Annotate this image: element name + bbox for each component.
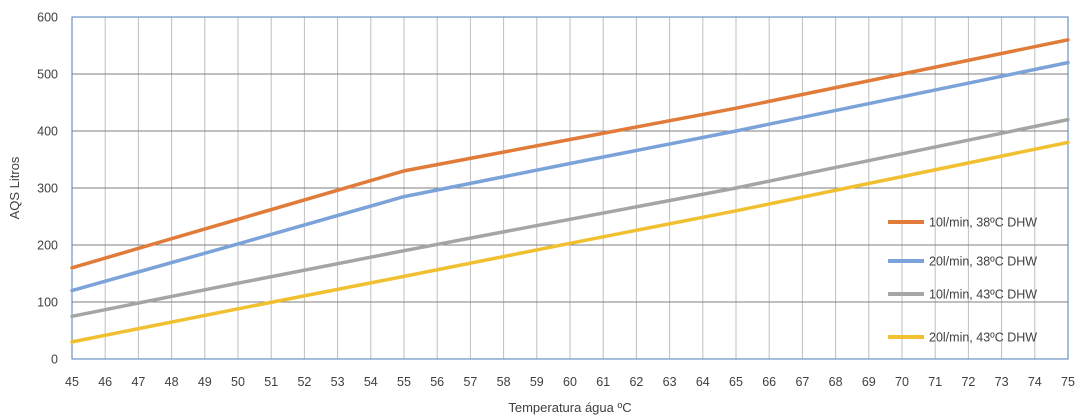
x-tick-label: 55	[397, 375, 411, 389]
x-tick-label: 63	[663, 375, 677, 389]
legend-label: 20l/min, 38ºC DHW	[929, 255, 1037, 269]
x-tick-label: 71	[928, 375, 942, 389]
x-tick-label: 53	[331, 375, 345, 389]
series-line-4	[70, 140, 1070, 344]
x-axis-title: Temperatura água ºC	[508, 400, 631, 415]
y-axis-title: AQS Litros	[7, 156, 22, 219]
x-axis-tick-labels: 45 46 47 48 49 50 51 52 53 54 55 56 57 58 59 60 61 62 63 64…	[65, 375, 1075, 389]
x-tick-label: 59	[530, 375, 544, 389]
x-tick-label: 60	[563, 375, 577, 389]
x-tick-label: 61	[596, 375, 610, 389]
x-tick-label: 50	[231, 375, 245, 389]
x-tick-label: 73	[995, 375, 1009, 389]
plot-border	[71, 16, 1069, 360]
x-tick-label: 45	[65, 375, 79, 389]
x-tick-label: 57	[463, 375, 477, 389]
x-tick-label: 46	[98, 375, 112, 389]
x-tick-label: 48	[165, 375, 179, 389]
x-tick-label: 47	[131, 375, 145, 389]
x-tick-label: 52	[297, 375, 311, 389]
x-tick-label: 62	[629, 375, 643, 389]
x-tick-label: 69	[862, 375, 876, 389]
x-tick-label: 56	[430, 375, 444, 389]
x-tick-label: 54	[364, 375, 378, 389]
y-tick-label: 600	[37, 11, 58, 25]
legend: 10l/min, 38ºC DHW 20l/min, 38ºC DHW 10l/mi…	[888, 216, 1037, 345]
legend-label: 20l/min, 43ºC DHW	[929, 331, 1037, 345]
y-tick-label: 300	[37, 182, 58, 196]
y-tick-label: 400	[37, 125, 58, 139]
series-line-2	[70, 60, 1070, 293]
x-tick-label: 68	[829, 375, 843, 389]
y-tick-label: 200	[37, 239, 58, 253]
x-tick-label: 51	[264, 375, 278, 389]
x-tick-label: 72	[961, 375, 975, 389]
series-line-1	[70, 38, 1070, 270]
x-tick-label: 70	[895, 375, 909, 389]
y-tick-label: 500	[37, 68, 58, 82]
legend-label: 10l/min, 38ºC DHW	[929, 216, 1037, 230]
y-tick-label: 0	[51, 353, 58, 367]
legend-label: 10l/min, 43ºC DHW	[929, 288, 1037, 302]
plot-area	[71, 16, 1069, 360]
x-tick-label: 64	[696, 375, 710, 389]
grid-lines	[71, 16, 1069, 360]
x-tick-label: 74	[1028, 375, 1042, 389]
series-lines	[70, 38, 1070, 344]
y-tick-label: 100	[37, 296, 58, 310]
series-line-3	[70, 117, 1070, 319]
x-tick-label: 66	[762, 375, 776, 389]
x-tick-label: 58	[497, 375, 511, 389]
x-tick-label: 49	[198, 375, 212, 389]
x-tick-label: 75	[1061, 375, 1075, 389]
x-tick-label: 65	[729, 375, 743, 389]
x-tick-label: 67	[795, 375, 809, 389]
y-axis-tick-labels: 0 100 200 300 400 500 600	[37, 11, 58, 367]
